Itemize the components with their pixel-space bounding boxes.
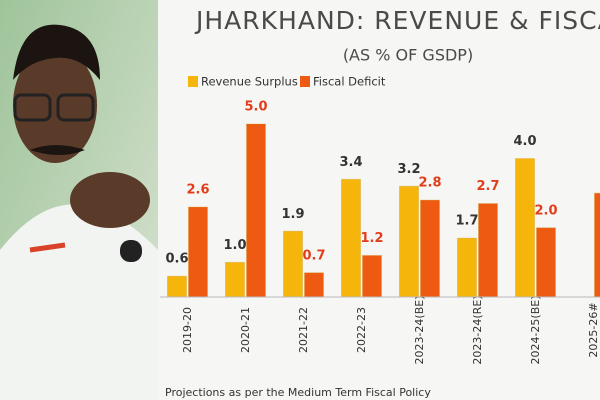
data-label: 3.2 <box>397 162 420 177</box>
legend-label: Fiscal Deficit <box>313 75 386 89</box>
bar <box>420 199 440 298</box>
data-label: 4.0 <box>513 134 536 149</box>
x-tick-label: 2023-24(BE) <box>413 295 426 364</box>
bar <box>225 261 245 298</box>
bar <box>457 237 477 298</box>
data-label: 1.7 <box>455 214 478 229</box>
data-label: 0.6 <box>165 252 188 267</box>
bar <box>167 275 187 298</box>
data-label: 5.0 <box>244 100 267 115</box>
legend-swatch <box>188 76 198 87</box>
photo <box>0 0 158 400</box>
data-label: 2.6 <box>186 183 209 198</box>
bar <box>478 203 498 298</box>
x-tick-label: 2023-24(RE) <box>471 295 484 364</box>
data-label: 1.0 <box>223 238 246 253</box>
legend-label: Revenue Surplus <box>201 75 298 89</box>
bar <box>399 185 419 298</box>
bar <box>515 158 535 298</box>
x-tick-label: 2022-23 <box>355 307 368 353</box>
x-tick-label: 2020-21 <box>239 307 252 353</box>
bar <box>283 230 303 298</box>
footnote: Projections as per the Medium Term Fisca… <box>165 386 431 399</box>
x-tick-label: 2019-20 <box>181 307 194 353</box>
bar <box>362 254 382 298</box>
x-tick-label: 2021-22 <box>297 307 310 353</box>
data-label: 0.7 <box>302 248 325 263</box>
data-label: 2.0 <box>534 203 557 218</box>
chart-title: JHARKHAND: REVENUE & FISCAL DEFICI <box>194 6 600 35</box>
bar <box>304 272 324 298</box>
data-label: 2.7 <box>476 179 499 194</box>
x-tick-label: 2025-26# <box>587 302 600 357</box>
data-label: 3.4 <box>339 155 362 170</box>
data-label: 2.8 <box>418 176 441 191</box>
legend-swatch <box>300 76 310 87</box>
bar <box>246 123 266 298</box>
bar <box>341 178 361 298</box>
bar <box>188 206 208 298</box>
bar <box>536 227 556 298</box>
data-label: 1.2 <box>360 231 383 246</box>
data-label: 1.9 <box>281 207 304 222</box>
chart-subtitle: (AS % OF GSDP) <box>343 46 473 65</box>
x-tick-label: 2024-25(BE) <box>529 295 542 364</box>
bar <box>594 192 600 298</box>
